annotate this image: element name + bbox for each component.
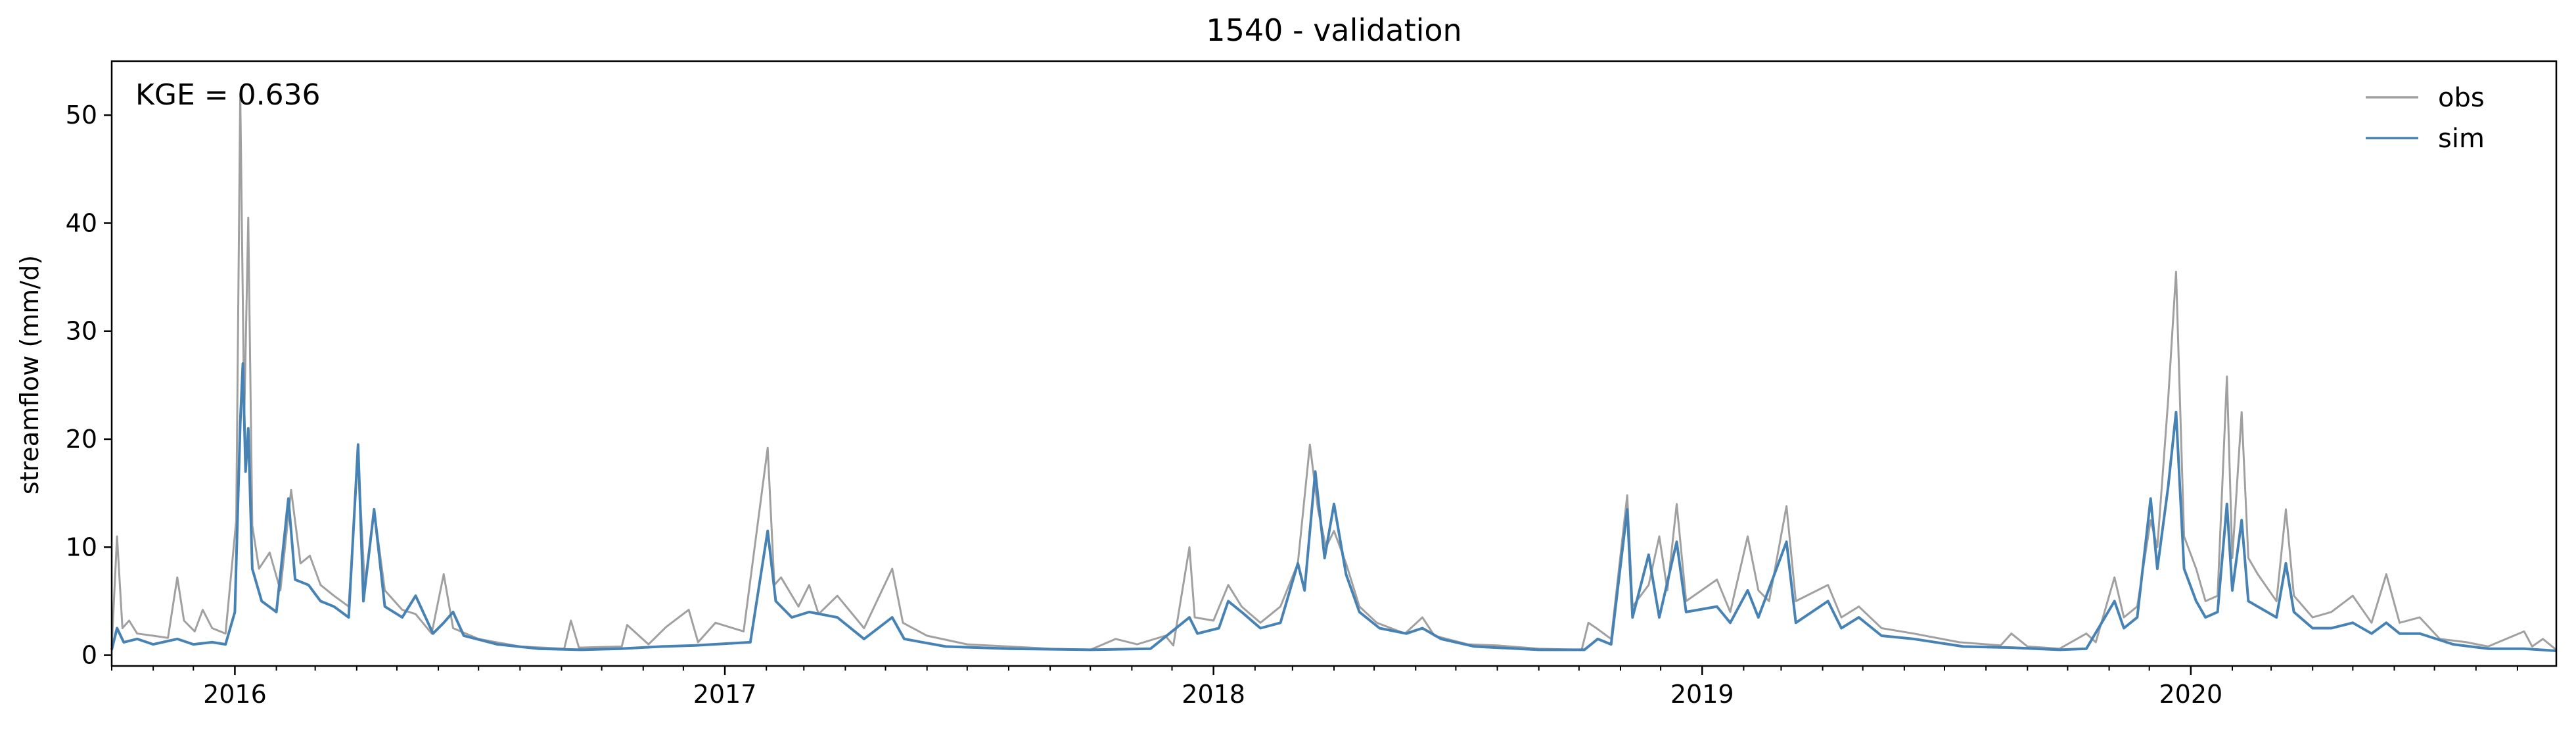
chart-title: 1540 - validation xyxy=(1206,12,1461,48)
y-tick-label: 40 xyxy=(66,208,97,237)
kge-annotation: KGE = 0.636 xyxy=(135,78,321,112)
x-axis-ticks: 2016 2017 2018 2019 2020 xyxy=(111,666,2518,709)
x-tick-label: 2018 xyxy=(1182,680,1245,709)
plot-frame xyxy=(110,60,2558,667)
legend: obs sim xyxy=(2366,83,2485,154)
y-tick-label: 50 xyxy=(66,101,97,130)
y-tick-label: 10 xyxy=(66,533,97,561)
x-tick-label: 2020 xyxy=(2159,680,2222,709)
y-axis-ticks: 0 10 20 30 40 50 xyxy=(66,101,112,670)
plot-series-group xyxy=(110,92,2557,652)
y-tick-label: 30 xyxy=(66,317,97,346)
legend-label-sim: sim xyxy=(2438,124,2485,154)
y-axis-label: streamflow (mm/d) xyxy=(15,255,44,494)
y-tick-label: 20 xyxy=(66,425,97,454)
x-tick-label: 2016 xyxy=(203,680,267,709)
x-tick-label: 2017 xyxy=(693,680,757,709)
series-line-sim xyxy=(110,362,2557,652)
series-line-obs xyxy=(110,92,2557,651)
y-tick-label: 0 xyxy=(81,641,97,670)
x-tick-label: 2019 xyxy=(1670,680,1734,709)
legend-label-obs: obs xyxy=(2438,83,2485,113)
